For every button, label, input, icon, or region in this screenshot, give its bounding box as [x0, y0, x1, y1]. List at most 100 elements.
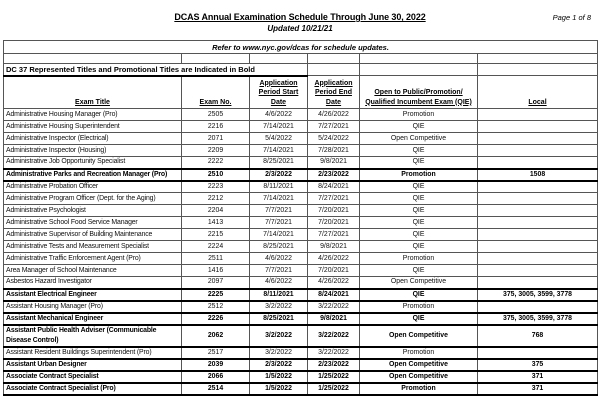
schedule-notice: Refer to www.nyc.gov/dcas for schedule u…	[2, 40, 599, 54]
end-date-cell: 8/24/2021	[307, 180, 360, 193]
local-cell	[476, 216, 599, 229]
end-date-cell-text: 9/8/2021	[320, 242, 347, 250]
column-header-line: Date	[325, 98, 342, 106]
local-cell	[476, 204, 599, 217]
exam-no-cell: 2215	[181, 228, 250, 241]
exam-no-cell-text: 1416	[207, 266, 224, 274]
exam-no-cell: 2071	[181, 132, 250, 145]
exam-title-cell: Associate Contract Specialist	[3, 369, 182, 384]
exam-no-cell: 2066	[181, 369, 250, 384]
start-date-cell: 4/6/2022	[249, 108, 308, 121]
end-date-cell-text: 5/24/2022	[318, 134, 349, 142]
column-header-line: Qualified Incumbent Exam (QIE)	[365, 98, 472, 106]
exam-no-cell-text: 2216	[207, 122, 224, 130]
exam-no-cell: 2226	[181, 311, 250, 326]
start-date-cell: 8/25/2021	[249, 311, 308, 326]
start-date-cell-text: 7/14/2021	[263, 194, 294, 202]
end-date-cell-text: 8/24/2021	[318, 182, 349, 190]
exam-no-cell-text: 2212	[207, 194, 224, 202]
exam-no-cell-text: 2209	[207, 146, 224, 154]
exam-no-cell-text: 2517	[207, 348, 224, 356]
exam-no-cell-text: 2514	[207, 384, 224, 392]
end-date-cell-text: 7/27/2021	[318, 194, 349, 202]
exam-no-cell: 1416	[181, 264, 250, 277]
start-date-cell: 2/3/2022	[249, 357, 308, 372]
end-date-cell: 3/22/2022	[307, 346, 360, 359]
exam-no-cell: 2209	[181, 144, 250, 157]
open-to-cell-text: QIE	[412, 290, 425, 298]
exam-no-cell: 2505	[181, 108, 250, 121]
exam-title-cell-text: Administrative Program Officer (Dept. fo…	[6, 194, 156, 202]
end-date-cell-text: 4/26/2022	[318, 110, 349, 118]
local-cell	[476, 120, 599, 133]
section-note: DC 37 Represented Titles and Promotional…	[3, 63, 308, 77]
local-cell: 371	[476, 381, 599, 396]
local-cell-text: 371	[531, 372, 544, 380]
start-date-cell: 3/2/2022	[249, 323, 308, 348]
exam-no-cell-text: 2222	[207, 158, 224, 166]
end-date-cell: 2/23/2022	[307, 357, 360, 372]
exam-schedule-table: Refer to www.nyc.gov/dcas for schedule u…	[2, 40, 599, 396]
exam-title-cell: Administrative Job Opportunity Specialis…	[3, 156, 182, 169]
exam-title-cell-text: Associate Contract Specialist (Pro)	[6, 384, 116, 392]
start-date-cell: 7/14/2021	[249, 120, 308, 133]
open-to-cell-text: Open Competitive	[389, 360, 448, 368]
exam-title-cell: Administrative Psychologist	[3, 204, 182, 217]
local-cell	[476, 276, 599, 289]
local-cell-text: 1508	[529, 170, 546, 178]
table-row: Assistant Housing Manager (Pro) 2512 3/2/2…	[3, 300, 599, 313]
exam-no-cell: 2514	[181, 381, 250, 396]
open-to-cell-text: QIE	[412, 266, 425, 274]
exam-no-cell: 2062	[181, 323, 250, 348]
start-date-cell: 8/11/2021	[249, 287, 308, 302]
exam-no-cell-text: 2511	[208, 254, 223, 262]
open-to-cell: Open Competitive	[359, 276, 478, 289]
column-header-line: Application	[259, 79, 298, 87]
table-header-row: Exam Title Exam No. Application Period Star…	[3, 75, 599, 109]
exam-title-cell-text: Assistant Mechanical Engineer	[6, 314, 104, 322]
start-date-cell-text: 4/6/2022	[265, 254, 292, 262]
spacer-row	[3, 53, 599, 64]
exam-no-cell-text: 1413	[207, 218, 224, 226]
exam-title-cell-text: Administrative Traffic Enforcement Agent…	[6, 254, 141, 262]
exam-no-cell-text: 2226	[207, 314, 224, 322]
start-date-cell: 3/2/2022	[249, 300, 308, 313]
open-to-cell: QIE	[359, 120, 478, 133]
open-to-cell: QIE	[359, 228, 478, 241]
table-row: Administrative Probation Officer 2223 8/11…	[3, 180, 599, 193]
exam-no-cell: 2039	[181, 357, 250, 372]
start-date-cell-text: 7/14/2021	[263, 122, 294, 130]
start-date-cell: 7/7/2021	[249, 264, 308, 277]
local-cell	[476, 240, 599, 253]
table-row: Administrative Housing Manager (Pro) 2505…	[3, 108, 599, 121]
end-date-cell-text: 7/28/2021	[318, 146, 349, 154]
open-to-cell: Open Competitive	[359, 369, 478, 384]
open-to-cell-text: QIE	[412, 242, 425, 250]
end-date-cell-text: 2/23/2022	[318, 170, 349, 178]
exam-no-cell-text: 2223	[207, 182, 224, 190]
start-date-cell-text: 8/25/2021	[263, 158, 294, 166]
open-to-cell-text: QIE	[412, 182, 425, 190]
start-date-cell-text: 8/25/2021	[263, 242, 294, 250]
exam-title-cell-text: Administrative Job Opportunity Specialis…	[6, 158, 126, 166]
end-date-cell-text: 1/25/2022	[318, 372, 349, 380]
start-date-cell-text: 8/11/2021	[263, 290, 294, 298]
exam-title-cell-text: Assistant Urban Designer	[6, 360, 87, 368]
table-row: Associate Contract Specialist (Pro) 2514 1…	[3, 381, 599, 396]
column-header-line: Application	[314, 79, 353, 87]
local-cell	[476, 228, 599, 241]
table-row: Assistant Electrical Engineer 2225 8/11/20…	[3, 287, 599, 302]
exam-no-cell: 2224	[181, 240, 250, 253]
end-date-cell: 7/27/2021	[307, 120, 360, 133]
exam-title-cell: Area Manager of School Maintenance	[3, 264, 182, 277]
exam-title-cell: Administrative Housing Superintendent	[3, 120, 182, 133]
document-header: DCAS Annual Examination Schedule Through…	[0, 0, 600, 33]
start-date-cell: 1/5/2022	[249, 381, 308, 396]
end-date-cell: 5/24/2022	[307, 132, 360, 145]
open-to-cell-text: Promotion	[401, 384, 436, 392]
exam-title-cell: Assistant Housing Manager (Pro)	[3, 300, 182, 313]
exam-no-cell: 2216	[181, 120, 250, 133]
table-row: Administrative Tests and Measurement Spe…	[3, 240, 599, 253]
exam-no-cell: 2204	[181, 204, 250, 217]
open-to-cell-text: QIE	[412, 218, 425, 226]
